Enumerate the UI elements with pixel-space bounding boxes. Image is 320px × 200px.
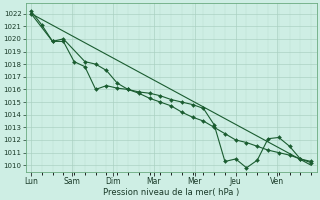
X-axis label: Pression niveau de la mer( hPa ): Pression niveau de la mer( hPa ) — [103, 188, 239, 197]
